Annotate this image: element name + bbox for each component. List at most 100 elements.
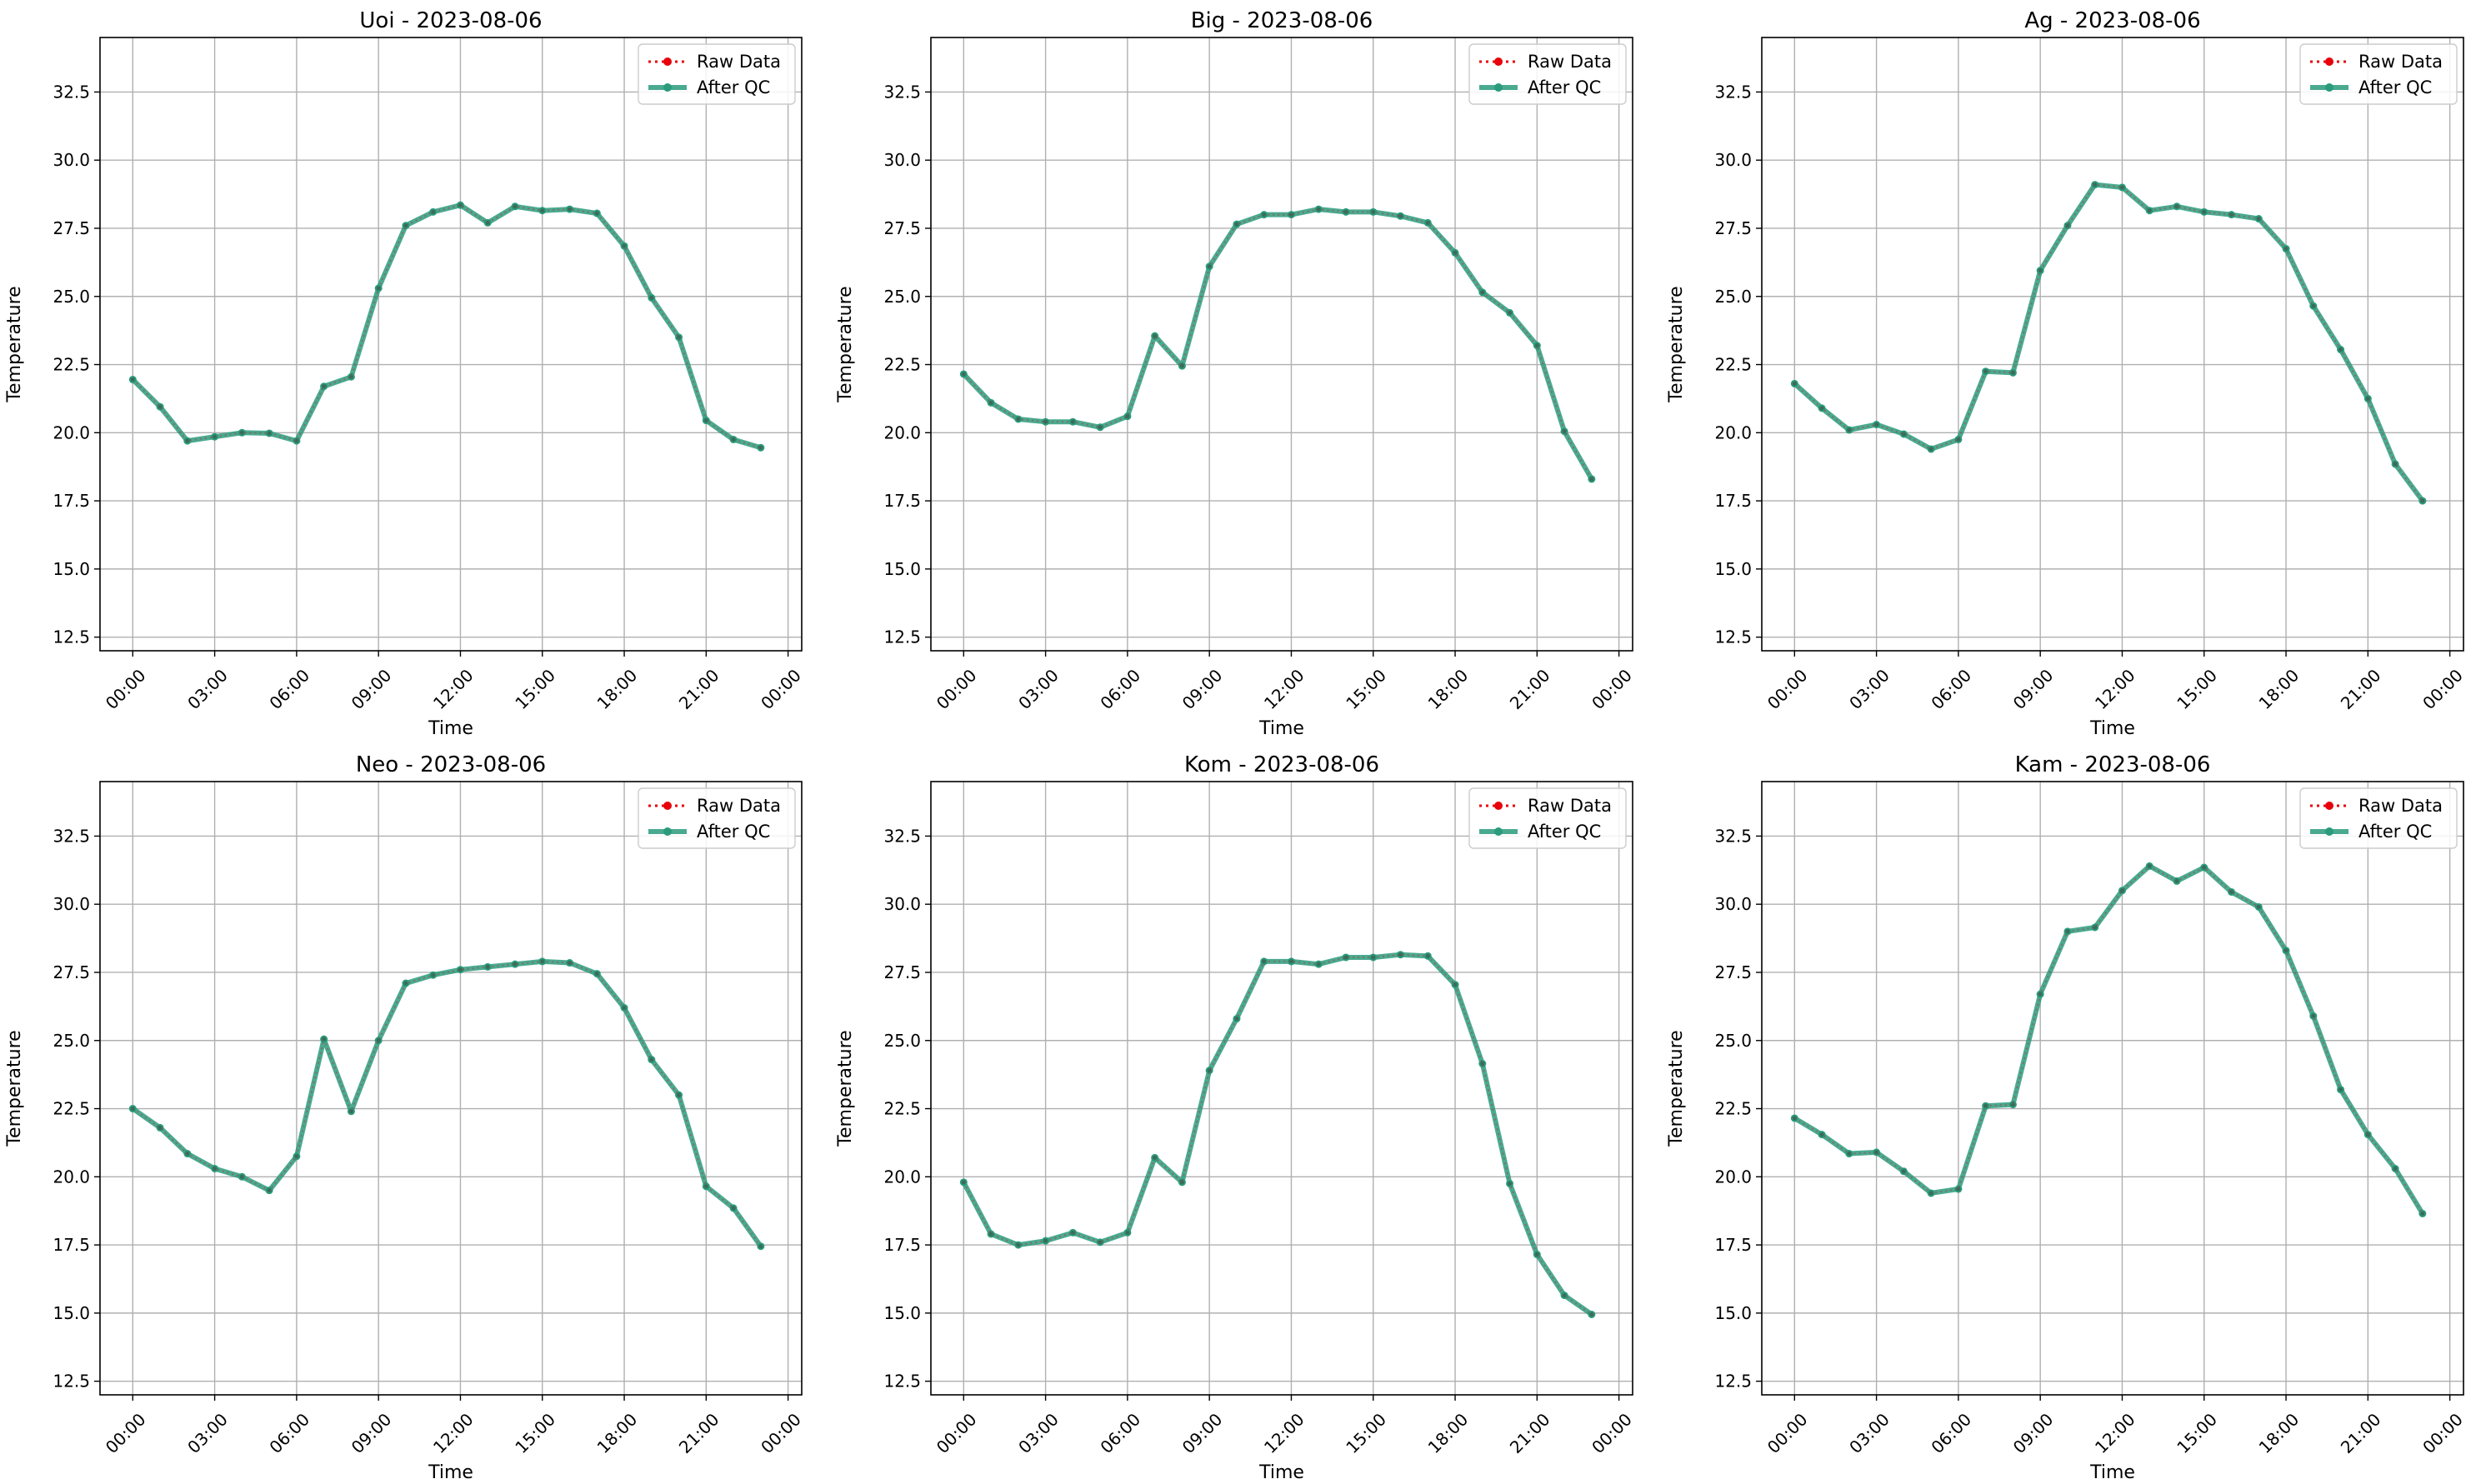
raw-data-point (1956, 437, 1961, 442)
legend-raw-label: Raw Data (1528, 52, 1612, 72)
raw-data-point (2147, 208, 2152, 213)
raw-data-point (1453, 250, 1458, 255)
raw-data-point (1234, 1017, 1239, 1022)
raw-data-point (130, 1107, 135, 1112)
raw-data-point (568, 961, 573, 966)
y-tick-label: 32.5 (53, 826, 90, 846)
raw-data-point (1589, 477, 1594, 482)
raw-data-point (594, 972, 599, 977)
raw-data-point (1016, 417, 1021, 422)
raw-data-point (2093, 925, 2098, 930)
y-tick-label: 30.0 (883, 894, 921, 914)
raw-data-point (1480, 290, 1485, 295)
legend-qc-marker (1494, 827, 1503, 836)
legend: Raw Data After QC (1468, 787, 1627, 849)
series-raw-data-line (1793, 865, 2423, 1215)
raw-data-point (2093, 182, 2098, 187)
raw-data-point (1453, 982, 1458, 987)
legend-qc-marker (663, 827, 672, 836)
raw-data-point (2365, 1132, 2370, 1137)
y-tick-label: 22.5 (1714, 355, 1752, 375)
y-axis-label: Temperature (835, 1030, 856, 1147)
y-tick-label: 17.5 (53, 1235, 90, 1255)
raw-data-point (403, 223, 408, 228)
y-tick-label: 15.0 (883, 1303, 921, 1323)
raw-data-point (758, 445, 763, 450)
legend-qc-label: After QC (2358, 77, 2432, 97)
raw-data-point (1562, 429, 1567, 434)
y-tick-label: 15.0 (1714, 559, 1752, 579)
raw-data-point (1819, 406, 1824, 411)
raw-data-point (2311, 1013, 2316, 1018)
y-tick-label: 30.0 (1714, 150, 1752, 170)
y-tick-label: 17.5 (883, 1235, 921, 1255)
raw-data-point (1847, 427, 1852, 432)
raw-data-point (1874, 422, 1879, 427)
raw-data-point (540, 208, 545, 213)
raw-data-point (649, 1057, 654, 1062)
raw-data-point (348, 1109, 353, 1114)
y-tick-label: 25.0 (53, 287, 90, 307)
raw-data-point (267, 1188, 272, 1193)
y-tick-label: 12.5 (53, 1372, 90, 1392)
raw-data-point (2202, 209, 2207, 214)
y-tick-label: 27.5 (53, 962, 90, 982)
y-tick-label: 20.0 (1714, 1167, 1752, 1187)
raw-data-point (1928, 447, 1933, 452)
y-tick-label: 22.5 (883, 1099, 921, 1119)
y-tick-label: 20.0 (53, 1167, 90, 1187)
series-after-qc-line (962, 207, 1594, 481)
series-after-qc-line (1793, 182, 2425, 502)
y-tick-label: 27.5 (1714, 218, 1752, 238)
raw-data-point (1901, 432, 1906, 437)
chart-title: Ag - 2023-08-06 (2024, 8, 2200, 33)
raw-data-point (2256, 904, 2261, 909)
raw-data-point (322, 384, 327, 389)
raw-data-point (1874, 1150, 1879, 1155)
raw-data-point (961, 1180, 966, 1185)
raw-data-point (2174, 878, 2179, 883)
raw-data-point (1819, 1132, 1824, 1137)
raw-data-point (213, 1166, 218, 1171)
chart-title: Kom - 2023-08-06 (1184, 752, 1379, 777)
raw-data-point (185, 438, 190, 443)
raw-data-point (239, 430, 244, 435)
raw-data-point (1343, 955, 1348, 960)
raw-data-point (1288, 959, 1293, 964)
raw-data-point (2283, 247, 2288, 252)
raw-data-point (594, 211, 599, 216)
raw-data-point (1792, 381, 1797, 386)
legend-qc-label: After QC (697, 822, 770, 842)
raw-data-point (1901, 1169, 1906, 1174)
raw-data-point (2038, 992, 2043, 997)
legend-raw-label: Raw Data (697, 796, 781, 816)
raw-data-point (1534, 1252, 1539, 1257)
y-tick-label: 32.5 (1714, 82, 1752, 102)
raw-data-point (1371, 955, 1376, 960)
raw-data-point (158, 1125, 163, 1130)
y-tick-label: 22.5 (883, 355, 921, 375)
raw-data-point (649, 295, 654, 300)
y-tick-label: 30.0 (53, 150, 90, 170)
y-tick-label: 17.5 (883, 491, 921, 511)
y-tick-label: 20.0 (1714, 422, 1752, 442)
legend-raw-marker (2325, 57, 2333, 66)
y-tick-label: 22.5 (53, 355, 90, 375)
raw-data-point (2202, 865, 2207, 870)
raw-data-point (2010, 1102, 2015, 1107)
raw-data-point (1262, 959, 1267, 964)
y-tick-label: 30.0 (53, 894, 90, 914)
raw-data-point (458, 967, 463, 972)
raw-data-point (376, 286, 381, 291)
raw-data-point (485, 220, 490, 225)
raw-data-point (2420, 498, 2425, 503)
legend-qc-label: After QC (2358, 822, 2432, 842)
raw-data-point (677, 335, 682, 340)
raw-data-point (2038, 268, 2043, 273)
series-after-qc-line (961, 952, 1593, 1317)
y-tick-label: 12.5 (883, 627, 921, 647)
x-axis-label: Time (428, 1462, 473, 1483)
raw-data-point (2065, 223, 2070, 228)
legend: Raw Data After QC (638, 43, 796, 105)
raw-data-point (1508, 310, 1513, 315)
